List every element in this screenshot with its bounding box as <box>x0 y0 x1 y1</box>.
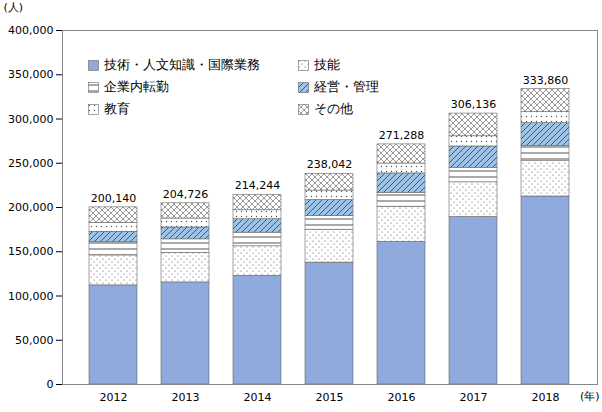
svg-text:2014: 2014 <box>244 391 272 404</box>
svg-text:350,000: 350,000 <box>8 68 54 81</box>
svg-text:200,140: 200,140 <box>91 192 137 205</box>
svg-text:2017: 2017 <box>460 391 488 404</box>
html-text:企業内転勤: 企業内転勤 <box>104 79 169 94</box>
html-text:経営・管理: 経営・管理 <box>314 79 379 94</box>
svg-text:400,000: 400,000 <box>8 24 54 37</box>
svg-text:2016: 2016 <box>388 391 416 404</box>
svg-text:204,726: 204,726 <box>163 188 209 201</box>
svg-text:100,000: 100,000 <box>8 290 54 303</box>
svg-text:2018: 2018 <box>532 391 560 404</box>
svg-text:214,244: 214,244 <box>235 179 281 192</box>
svg-text:0: 0 <box>47 378 54 391</box>
html-text:その他: その他 <box>314 101 353 116</box>
svg-text:(年): (年) <box>580 390 600 403</box>
svg-text:150,000: 150,000 <box>8 245 54 258</box>
svg-text:238,042: 238,042 <box>307 158 353 171</box>
svg-text:306,136: 306,136 <box>451 98 497 111</box>
svg-text:333,860: 333,860 <box>523 74 569 87</box>
svg-text:50,000: 50,000 <box>15 334 54 347</box>
svg-text:(人): (人) <box>4 1 24 14</box>
svg-text:2013: 2013 <box>172 391 200 404</box>
html-text:教育: 教育 <box>104 101 130 116</box>
svg-text:271,288: 271,288 <box>379 129 425 142</box>
html-text:技術・人文知識・国際業務: 技術・人文知識・国際業務 <box>104 57 260 72</box>
svg-text:2015: 2015 <box>316 391 344 404</box>
html-text:技能: 技能 <box>314 57 340 72</box>
svg-text:300,000: 300,000 <box>8 113 54 126</box>
svg-text:2012: 2012 <box>100 391 128 404</box>
svg-text:250,000: 250,000 <box>8 157 54 170</box>
svg-text:200,000: 200,000 <box>8 201 54 214</box>
